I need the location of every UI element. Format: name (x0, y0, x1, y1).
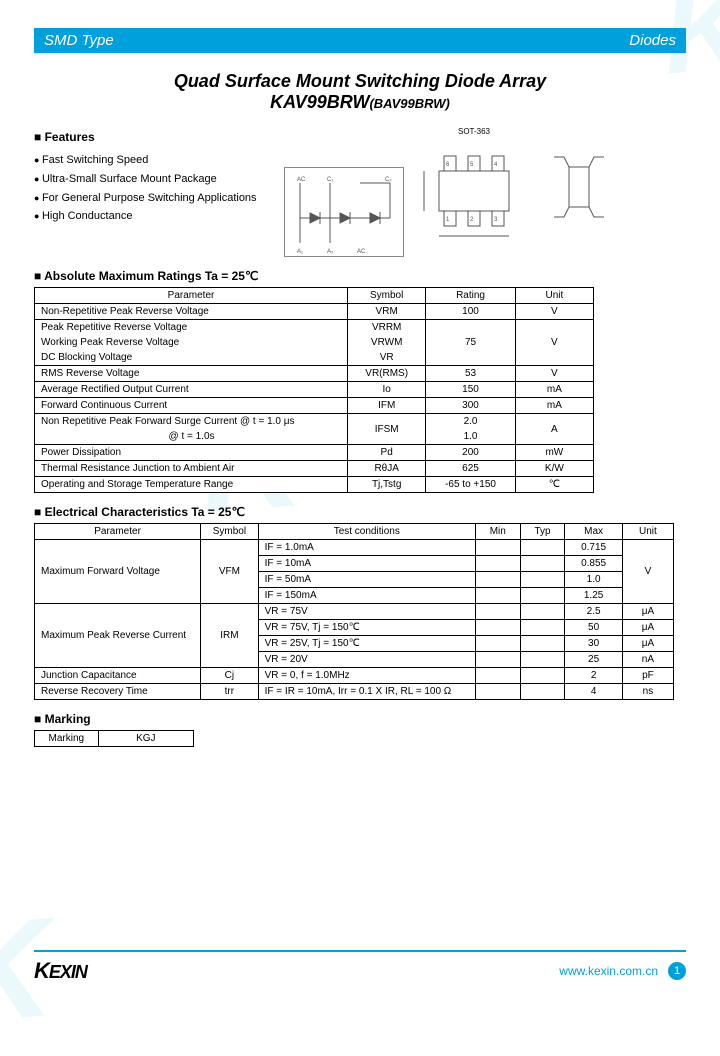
col-symbol: Symbol (348, 288, 426, 304)
svg-text:AC: AC (297, 177, 306, 183)
title-block: Quad Surface Mount Switching Diode Array… (34, 71, 686, 113)
svg-text:A₂: A₂ (327, 249, 334, 255)
page-content: SMD Type Diodes Quad Surface Mount Switc… (0, 0, 720, 1012)
title-main: Quad Surface Mount Switching Diode Array (34, 71, 686, 92)
elec-heading: Electrical Characteristics Ta = 25℃ (34, 505, 686, 519)
marking-table: Marking KGJ (34, 730, 194, 747)
features-diagrams-row: Features Fast Switching Speed Ultra-Smal… (34, 127, 686, 257)
feature-item: For General Purpose Switching Applicatio… (34, 189, 264, 208)
svg-text:AC: AC (357, 249, 366, 255)
page-number: 1 (668, 962, 686, 980)
diagrams-block: AC C₁ C₂ A₁ A₂ AC SOT-363 (284, 127, 686, 257)
col-parameter: Parameter (35, 288, 348, 304)
footer: KKEXINEXIN www.kexin.com.cn 1 (34, 950, 686, 984)
col-rating: Rating (426, 288, 515, 304)
features-heading: Features (34, 127, 264, 147)
title-part: KAV99BRW(BAV99BRW) (34, 92, 686, 113)
feature-item: High Conductance (34, 207, 264, 226)
circuit-diagram: AC C₁ C₂ A₁ A₂ AC (284, 167, 404, 257)
package-label: SOT-363 (414, 127, 534, 136)
feature-item: Fast Switching Speed (34, 151, 264, 170)
abs-max-heading: Absolute Maximum Ratings Ta = 25℃ (34, 269, 686, 283)
svg-text:5: 5 (470, 162, 474, 168)
header-right: Diodes (629, 32, 676, 49)
svg-text:2: 2 (470, 217, 474, 223)
elec-table: Parameter Symbol Test conditions Min Typ… (34, 523, 674, 700)
svg-text:1: 1 (446, 217, 450, 223)
col-unit: Unit (515, 288, 593, 304)
svg-text:C₂: C₂ (385, 177, 392, 183)
svg-text:3: 3 (494, 217, 498, 223)
footer-url: www.kexin.com.cn (559, 964, 658, 978)
svg-text:C₁: C₁ (327, 177, 333, 183)
header-bar: SMD Type Diodes (34, 28, 686, 53)
abs-max-table: Parameter Symbol Rating Unit Non-Repetit… (34, 287, 594, 493)
feature-item: Ultra-Small Surface Mount Package (34, 170, 264, 189)
side-view-diagram (544, 127, 614, 247)
marking-heading: Marking (34, 712, 686, 726)
features-block: Features Fast Switching Speed Ultra-Smal… (34, 127, 264, 257)
brand-logo: KKEXINEXIN (34, 958, 87, 984)
svg-text:6: 6 (446, 162, 450, 168)
svg-text:A₁: A₁ (297, 249, 303, 255)
svg-text:4: 4 (494, 162, 498, 168)
package-outline: SOT-363 (414, 127, 534, 256)
header-left: SMD Type (44, 32, 114, 49)
